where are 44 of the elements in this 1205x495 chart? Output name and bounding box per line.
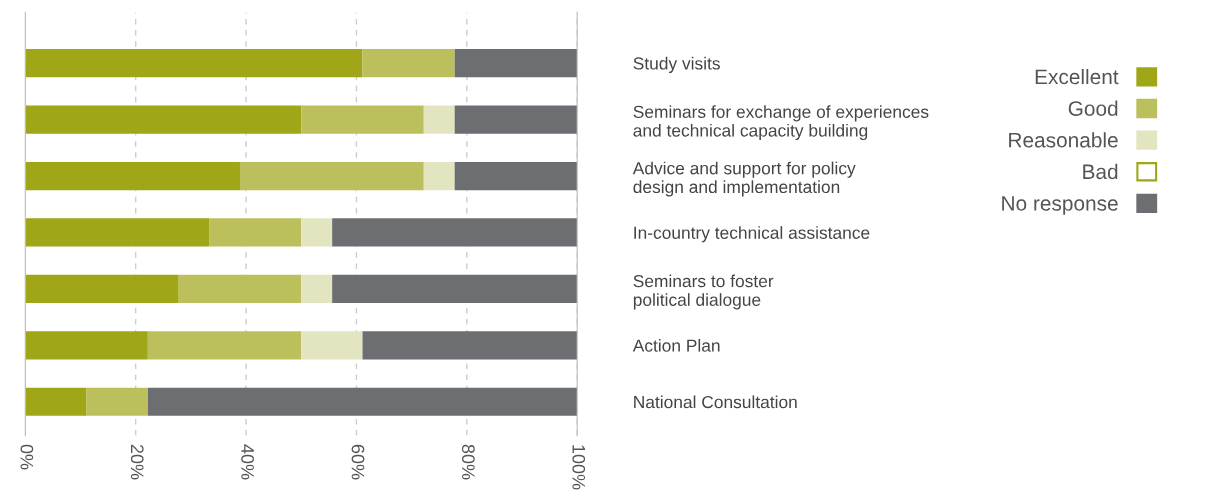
bar [147, 331, 302, 360]
bar [301, 218, 333, 247]
bar [25, 274, 179, 303]
x-tick-label: 40% [241, 444, 254, 480]
legend-label: Excellent [1035, 68, 1119, 85]
bar [25, 49, 363, 78]
bar [362, 49, 455, 78]
y-tick-label: Seminars for exchange of experiences and technical capacity building [633, 105, 929, 141]
legend-label: Good [1068, 100, 1118, 116]
bar [25, 161, 240, 191]
bar [25, 218, 210, 247]
bar [147, 387, 578, 416]
bar [301, 105, 424, 134]
bar [332, 218, 578, 247]
x-tick-label: 80% [461, 444, 475, 480]
bar [454, 49, 578, 78]
y-tick-label: Study visits [633, 56, 720, 74]
bar [301, 331, 363, 360]
y-tick-label: Action Plan [632, 339, 720, 352]
y-tick-label: National Consultation [634, 395, 797, 409]
legend-label: Bad [1083, 163, 1118, 180]
y-tick-label: In-country technical assistance [634, 226, 870, 243]
legend-label: No response [1002, 196, 1118, 215]
bar [25, 105, 302, 134]
x-tick-label: 0% [20, 444, 34, 470]
bar [86, 387, 148, 416]
bar [423, 105, 455, 134]
y-tick-label: Advice and support for policy design and implementation [632, 161, 856, 197]
bar [239, 161, 424, 191]
x-tick-label: 100% [572, 445, 586, 490]
bar [25, 387, 87, 416]
bar [332, 274, 578, 303]
bar [301, 274, 333, 303]
y-tick-label: Seminars to foster political dialogue [633, 274, 774, 310]
bar [362, 331, 578, 360]
bar [25, 331, 148, 360]
bar [423, 161, 455, 191]
x-tick-label: 60% [351, 444, 365, 480]
bar [209, 218, 302, 247]
bar [454, 161, 578, 191]
legend-label: Reasonable [1009, 132, 1118, 148]
bar [454, 105, 578, 134]
bar [178, 274, 302, 303]
x-tick-label: 20% [130, 444, 144, 480]
